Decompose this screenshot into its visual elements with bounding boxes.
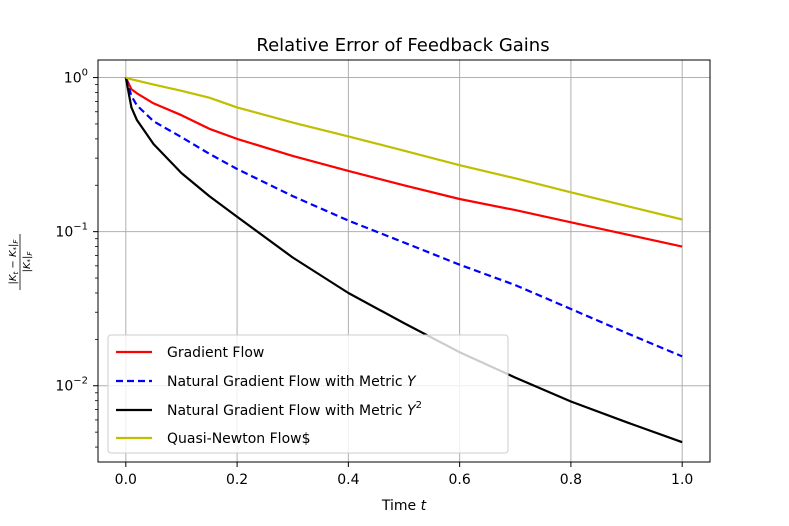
series-layer [124,76,683,444]
x-tick-label: 0.4 [337,472,359,488]
legend-label: Natural Gradient Flow with Metric Y2 [167,400,422,419]
legend-box [107,334,509,454]
x-tick-label: 0.6 [449,472,471,488]
x-tick-label: 1.0 [671,472,693,488]
legend-label: Gradient Flow [167,345,264,361]
chart-title: Relative Error of Feedback Gains [256,35,549,56]
legend: Gradient Flow Natural Gradient Flow with … [107,334,509,454]
x-tick-label: 0.0 [115,472,137,488]
legend-label: Natural Gradient Flow with Metric Y [167,374,417,390]
x-axis-label-var: t [421,498,427,514]
y-tick-label: 10−1 [55,222,88,241]
x-tick-label: 0.2 [226,472,248,488]
x-axis-label-main: Time [381,498,421,514]
y-tick-label: 100 [64,68,88,87]
plot-frame [97,59,711,463]
y-axis-ticks: 100 10−1 10−2 [55,68,98,448]
x-axis-ticks: 0.0 0.2 0.4 0.6 0.8 1.0 [115,462,693,488]
y-axis-label-denominator: |K*|F [22,251,34,273]
x-axis-label: Time t [381,498,427,514]
y-axis-label-numerator: |Kt − K*|F [8,239,20,285]
x-tick-label: 0.8 [560,472,582,488]
y-tick-label: 10−2 [55,376,88,395]
series-line-3 [125,76,683,221]
series-line-0 [124,77,683,248]
legend-label: Quasi-Newton Flow$ [167,431,311,447]
series-line-1 [124,77,683,358]
series-line-2 [124,77,683,444]
